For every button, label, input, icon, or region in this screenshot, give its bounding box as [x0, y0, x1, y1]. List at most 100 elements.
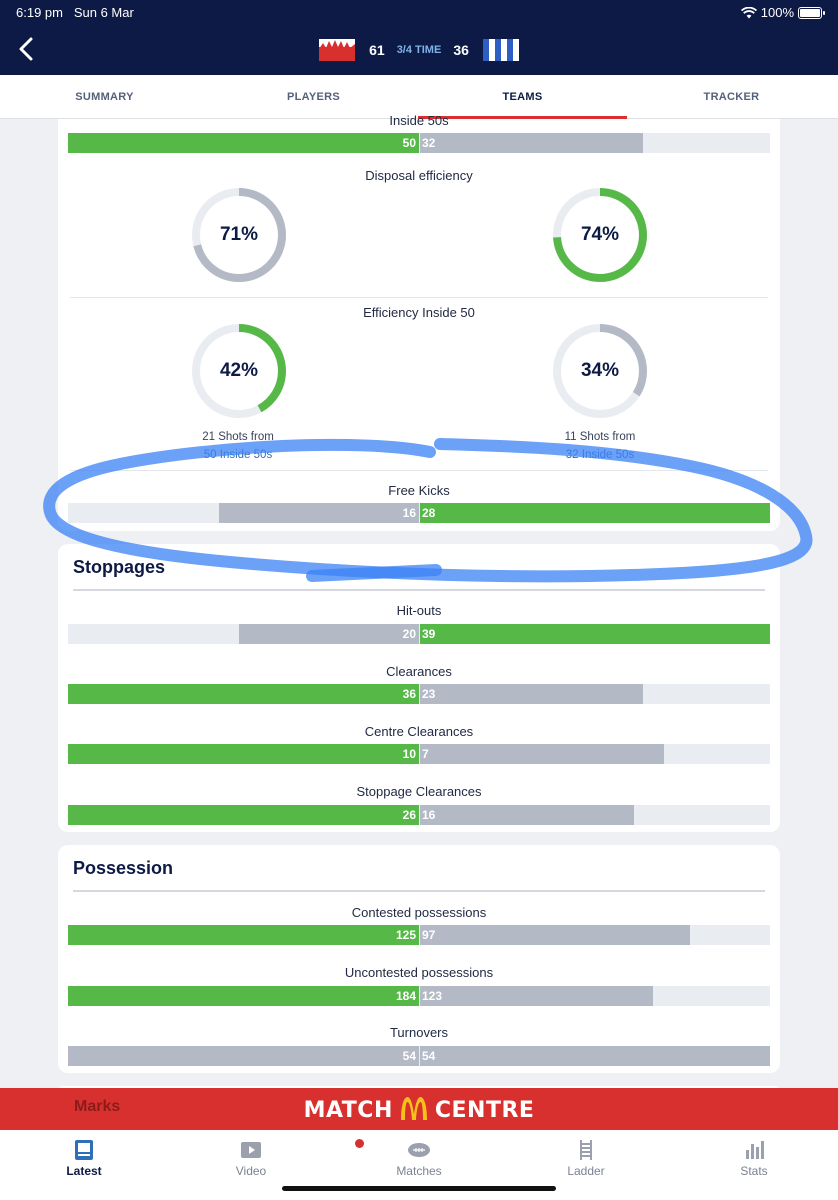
- donut-value: 42%: [219, 360, 259, 381]
- away-value: 39: [422, 627, 436, 641]
- tab-bar: SUMMARY PLAYERS TEAMS TRACKER: [0, 75, 838, 119]
- nav-label: Video: [235, 1164, 267, 1178]
- nav-label: Stats: [740, 1164, 768, 1178]
- tab-tracker[interactable]: TRACKER: [703, 91, 760, 103]
- stat-bar-clearances: 36 23: [68, 684, 770, 704]
- stat-bar-inside50: 50 32: [68, 133, 770, 153]
- stat-bar-turnovers: 54 54: [68, 1046, 770, 1066]
- stat-label-hit-outs: Hit-outs: [396, 603, 442, 618]
- stat-label-disposal-efficiency: Disposal efficiency: [365, 168, 473, 183]
- away-value: 28: [422, 506, 436, 520]
- donut-value: 71%: [219, 224, 259, 245]
- banner-left-text: MATCH: [303, 1098, 393, 1123]
- divider: [70, 470, 768, 471]
- status-date: Sun 6 Mar: [73, 5, 134, 20]
- away-value: 7: [422, 747, 429, 761]
- home-value: 16: [402, 506, 416, 520]
- away-shots-caption: 11 Shots from 32 Inside 50s: [520, 428, 680, 464]
- stat-label-centre-clearances: Centre Clearances: [364, 724, 474, 739]
- wifi-icon: [740, 6, 757, 18]
- status-time-date: 6:19 pm Sun 6 Mar: [16, 5, 134, 20]
- section-title-possession: Possession: [73, 858, 174, 878]
- latest-icon: [75, 1140, 93, 1160]
- home-team-logo: [319, 39, 356, 61]
- home-indicator: [282, 1186, 556, 1191]
- section-title-stoppages: Stoppages: [73, 557, 166, 577]
- nav-label: Ladder: [567, 1164, 605, 1178]
- battery-percent: 100%: [760, 5, 794, 20]
- banner-right-text: CENTRE: [434, 1098, 535, 1123]
- status-right: 100%: [740, 5, 825, 20]
- home-score: 61: [369, 42, 385, 58]
- home-value: 125: [395, 928, 416, 942]
- possession-card: [58, 845, 780, 1073]
- home-shots-line1: 21 Shots from: [202, 431, 274, 443]
- stat-bar-stoppage-clearances: 26 16: [68, 805, 770, 825]
- divider: [70, 297, 768, 298]
- tab-summary[interactable]: SUMMARY: [75, 91, 134, 103]
- stat-bar-centre-clearances: 10 7: [68, 744, 770, 764]
- away-value: 23: [422, 687, 436, 701]
- home-value: 36: [402, 687, 416, 701]
- stat-bar-hit-outs: 20 39: [68, 624, 770, 644]
- nav-video[interactable]: Video: [167, 1130, 335, 1190]
- stat-label-clearances: Clearances: [386, 664, 452, 679]
- match-centre-banner[interactable]: Marks MATCH CENTRE: [0, 1088, 838, 1130]
- donut-value: 74%: [580, 224, 620, 245]
- nav-ladder[interactable]: Ladder: [502, 1130, 670, 1190]
- donut-away-disposal-efficiency: 74%: [550, 185, 650, 285]
- top-bar: 6:19 pm Sun 6 Mar 100% 61 3/4 TIME 36: [0, 0, 838, 75]
- donut-away-efficiency-inside50: 34%: [550, 321, 650, 421]
- nav-stats[interactable]: Stats: [670, 1130, 838, 1190]
- nav-label: Matches: [396, 1164, 442, 1178]
- stat-label-turnovers: Turnovers: [389, 1025, 449, 1040]
- match-period: 3/4 TIME: [396, 44, 442, 56]
- nav-label: Latest: [66, 1164, 102, 1178]
- tab-players[interactable]: PLAYERS: [286, 91, 341, 103]
- donut-home-efficiency-inside50: 42%: [189, 321, 289, 421]
- video-icon: [241, 1142, 261, 1158]
- stats-icon: [746, 1141, 764, 1159]
- home-shots-caption: 21 Shots from 50 Inside 50s: [158, 428, 318, 464]
- stat-bar-uncontested-possessions: 184 123: [68, 986, 770, 1006]
- status-time: 6:19 pm: [16, 5, 63, 20]
- section-title-marks: Marks: [74, 1098, 121, 1115]
- nav-latest[interactable]: Latest: [0, 1130, 168, 1190]
- away-team-logo: [482, 39, 519, 61]
- section-rule: [73, 890, 765, 892]
- live-indicator-dot: [355, 1139, 364, 1148]
- football-icon: [408, 1143, 430, 1157]
- home-value: 20: [402, 627, 416, 641]
- stat-label-stoppage-clearances: Stoppage Clearances: [356, 784, 482, 799]
- donut-value: 34%: [580, 360, 620, 381]
- nav-matches[interactable]: Matches: [335, 1130, 503, 1190]
- home-value: 54: [402, 1049, 416, 1063]
- home-value: 50: [402, 136, 416, 150]
- tab-teams[interactable]: TEAMS: [418, 75, 627, 119]
- section-rule: [73, 589, 765, 591]
- status-bar: 6:19 pm Sun 6 Mar 100%: [0, 4, 838, 22]
- stat-label-free-kicks: Free Kicks: [388, 483, 450, 498]
- ladder-icon: [580, 1140, 592, 1160]
- home-value: 184: [395, 989, 416, 1003]
- away-value: 54: [422, 1049, 436, 1063]
- home-shots-line2: 50 Inside 50s: [203, 449, 273, 461]
- banner-title: MATCH CENTRE: [0, 1096, 838, 1123]
- home-value: 10: [402, 747, 416, 761]
- away-score: 36: [453, 42, 469, 58]
- away-shots-line1: 11 Shots from: [564, 431, 636, 443]
- back-chevron-icon[interactable]: [14, 36, 40, 62]
- away-value: 123: [422, 989, 443, 1003]
- away-shots-line2: 32 Inside 50s: [565, 449, 635, 461]
- away-value: 16: [422, 808, 436, 822]
- battery-icon: [798, 6, 825, 19]
- stat-bar-free-kicks: 16 28: [68, 503, 770, 523]
- stat-label-inside50: Inside 50s: [389, 113, 449, 128]
- stat-label-efficiency-inside50: Efficiency Inside 50: [363, 305, 475, 320]
- stat-label-uncontested-possessions: Uncontested possessions: [344, 965, 494, 980]
- mcdonalds-logo-icon: [400, 1097, 427, 1120]
- stat-bar-contested-possessions: 125 97: [68, 925, 770, 945]
- stat-label-contested-possessions: Contested possessions: [351, 905, 487, 920]
- donut-home-disposal-efficiency: 71%: [189, 185, 289, 285]
- home-value: 26: [402, 808, 416, 822]
